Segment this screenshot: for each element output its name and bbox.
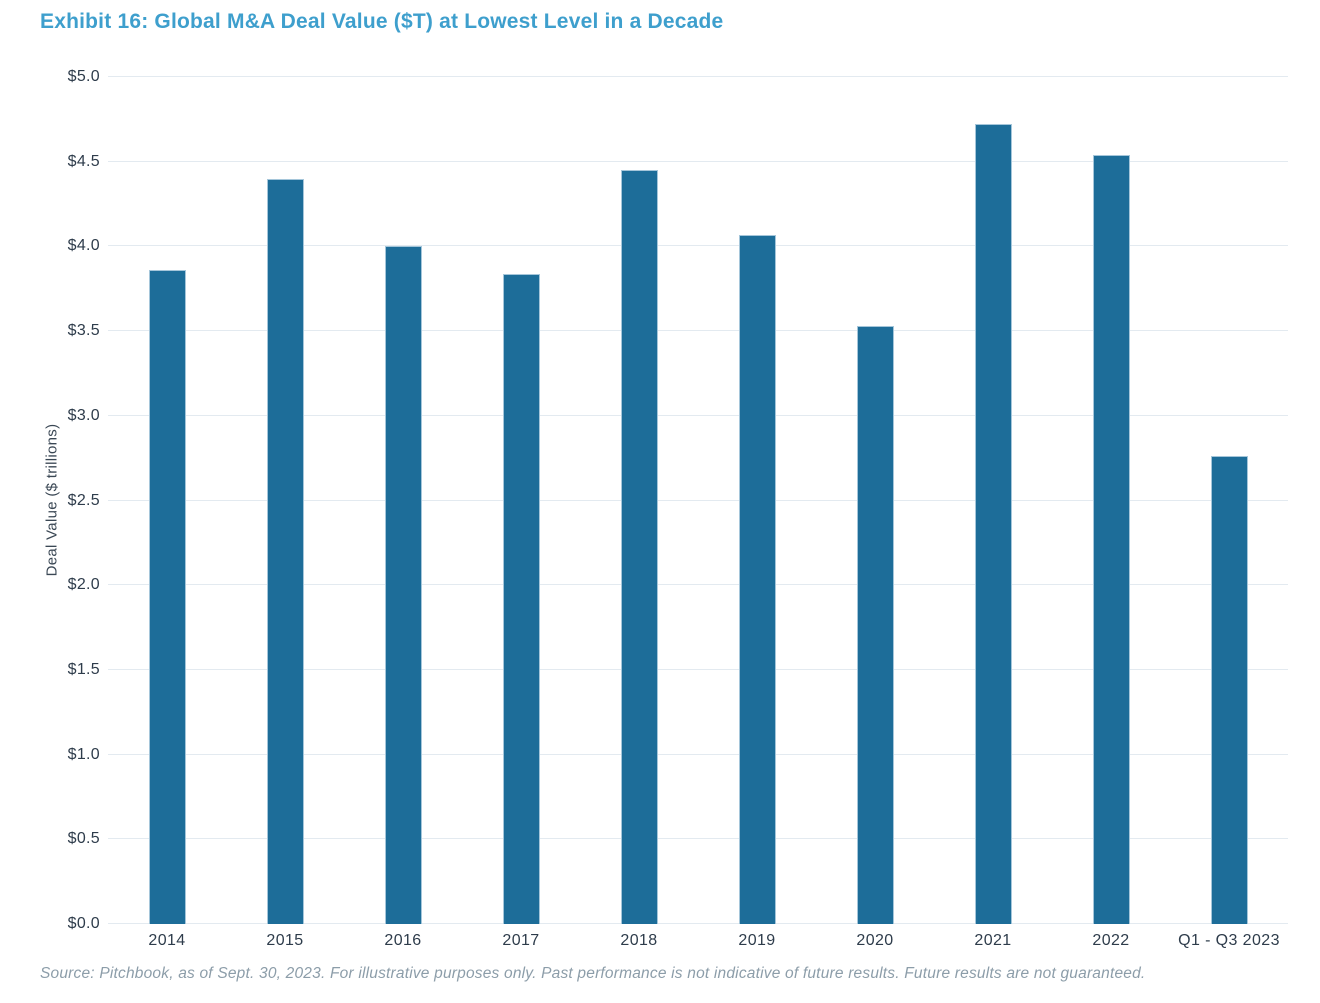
y-tick-label: $0.5 xyxy=(67,830,100,848)
y-tick-label: $2.0 xyxy=(67,576,100,594)
gridline xyxy=(108,245,1288,247)
bar-2014 xyxy=(148,270,186,924)
y-tick-label: $4.5 xyxy=(67,152,100,170)
gridline xyxy=(108,584,1288,586)
x-axis-label-2019: 2019 xyxy=(738,932,776,949)
bar-2018 xyxy=(620,170,658,924)
x-axis-label-2022: 2022 xyxy=(1092,932,1130,949)
y-tick-label: $1.5 xyxy=(67,660,100,678)
bar-2017 xyxy=(502,273,540,924)
y-tick-label: $4.0 xyxy=(67,237,100,255)
x-axis-label-2015: 2015 xyxy=(266,932,304,949)
x-axis-label-2018: 2018 xyxy=(620,932,658,949)
gridline xyxy=(108,414,1288,416)
x-axis-label-2021: 2021 xyxy=(974,932,1012,949)
y-axis-tick-labels: $0.0 $0.5 $1.0 $1.5 $2.0 $2.5 $3.0 $3.5 $4.0 $4.5… xyxy=(0,68,100,932)
gridline xyxy=(108,160,1288,162)
x-axis-label-2017: 2017 xyxy=(502,932,540,949)
plot-area xyxy=(108,76,1288,924)
bar-2015 xyxy=(266,178,304,924)
bar-column-2019 xyxy=(698,77,816,924)
bar-column-q1-q3-2023 xyxy=(1170,77,1288,924)
y-tick-label: $5.0 xyxy=(67,68,100,85)
gridline xyxy=(108,499,1288,501)
x-axis-label-2020: 2020 xyxy=(856,932,894,949)
gridline xyxy=(108,753,1288,755)
bar-2021 xyxy=(974,124,1012,924)
bar-2020 xyxy=(856,326,894,924)
bar-column-2015 xyxy=(226,77,344,924)
bar-column-2017 xyxy=(462,77,580,924)
bar-column-2014 xyxy=(108,77,226,924)
chart-title: Exhibit 16: Global M&A Deal Value ($T) a… xyxy=(40,10,724,33)
y-tick-label: $3.0 xyxy=(67,406,100,424)
bar-column-2022 xyxy=(1052,77,1170,924)
gridline xyxy=(108,330,1288,332)
x-axis-label-q1-q3-2023: Q1 - Q3 2023 xyxy=(1178,932,1280,949)
bar-q1-q3-2023 xyxy=(1210,456,1248,924)
x-axis-label-2014: 2014 xyxy=(148,932,186,949)
gridline xyxy=(108,923,1288,924)
bar-column-2021 xyxy=(934,77,1052,924)
bar-2022 xyxy=(1092,154,1130,924)
y-tick-label: $1.0 xyxy=(67,745,100,763)
bar-column-2020 xyxy=(816,77,934,924)
bar-2019 xyxy=(738,234,776,924)
bars-container xyxy=(108,77,1288,924)
x-axis-label-2016: 2016 xyxy=(384,932,422,949)
y-tick-label: $2.5 xyxy=(67,491,100,509)
y-tick-label: $0.0 xyxy=(67,915,100,932)
bar-column-2018 xyxy=(580,77,698,924)
bar-2016 xyxy=(384,246,422,924)
bar-column-2016 xyxy=(344,77,462,924)
gridline xyxy=(108,76,1288,77)
x-axis-labels: 2014 2015 2016 2017 2018 2019 2020 2021 2022 Q1 -… xyxy=(108,932,1288,950)
gridline xyxy=(108,838,1288,840)
y-tick-label: $3.5 xyxy=(67,322,100,340)
gridline xyxy=(108,668,1288,670)
source-note: Source: Pitchbook, as of Sept. 30, 2023.… xyxy=(40,965,1146,982)
